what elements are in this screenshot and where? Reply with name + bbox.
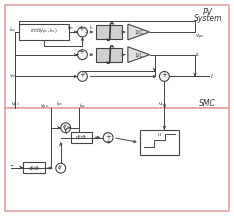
Text: +: +: [105, 134, 111, 140]
Text: $\phi'$: $\phi'$: [62, 123, 69, 132]
Bar: [5, 108, 229, 211]
Bar: [5, 5, 229, 108]
Text: $i_{pv}$: $i_{pv}$: [56, 100, 63, 110]
Text: System: System: [194, 14, 222, 23]
Circle shape: [77, 27, 87, 37]
Text: 1/C: 1/C: [134, 30, 143, 35]
Text: PV: PV: [203, 8, 213, 17]
Text: $v_{pv}$: $v_{pv}$: [40, 102, 49, 112]
Text: SMC: SMC: [199, 98, 216, 108]
Text: $v_s$: $v_s$: [9, 72, 17, 80]
Polygon shape: [128, 47, 150, 63]
Text: $i_L$: $i_L$: [195, 50, 201, 59]
Text: u: u: [159, 101, 162, 106]
Text: $i_{pv}$: $i_{pv}$: [67, 24, 75, 34]
Text: $i_c$: $i_c$: [89, 24, 95, 32]
Text: +: +: [79, 49, 84, 55]
Bar: [71, 132, 92, 143]
Bar: [96, 48, 122, 62]
Text: $\int$: $\int$: [104, 21, 115, 43]
Text: +: +: [161, 72, 167, 78]
Bar: [23, 162, 45, 173]
Text: $\phi'$: $\phi'$: [58, 164, 64, 173]
Circle shape: [159, 71, 169, 81]
Text: $v_{pv}$: $v_{pv}$: [195, 32, 205, 41]
Text: $v_{pv}$: $v_{pv}$: [11, 100, 20, 110]
Text: d/dt: d/dt: [76, 135, 87, 140]
Text: -: -: [84, 29, 87, 35]
Text: +: +: [79, 26, 84, 32]
Circle shape: [61, 123, 71, 133]
Text: $\rightarrow$: $\rightarrow$: [9, 163, 15, 169]
Bar: [19, 24, 69, 40]
Circle shape: [77, 50, 87, 60]
Circle shape: [77, 71, 87, 81]
Text: $\int$: $\int$: [104, 43, 115, 66]
Bar: [96, 25, 122, 39]
Text: 1/L: 1/L: [135, 52, 143, 57]
Circle shape: [56, 163, 66, 173]
Circle shape: [103, 133, 113, 143]
Bar: [140, 130, 179, 155]
Text: d/dt: d/dt: [29, 165, 40, 170]
Text: u: u: [158, 132, 161, 137]
Text: $imt(v_{pv},i_{sc})$: $imt(v_{pv},i_{sc})$: [30, 27, 58, 37]
Text: I: I: [211, 74, 213, 79]
Text: $i_{sc}$: $i_{sc}$: [9, 25, 17, 35]
Polygon shape: [128, 24, 150, 40]
Text: +: +: [80, 72, 85, 78]
Text: $i_{pv}$: $i_{pv}$: [78, 102, 86, 112]
Text: +: +: [105, 138, 111, 145]
Text: -: -: [76, 52, 79, 58]
Text: u: u: [163, 103, 166, 108]
